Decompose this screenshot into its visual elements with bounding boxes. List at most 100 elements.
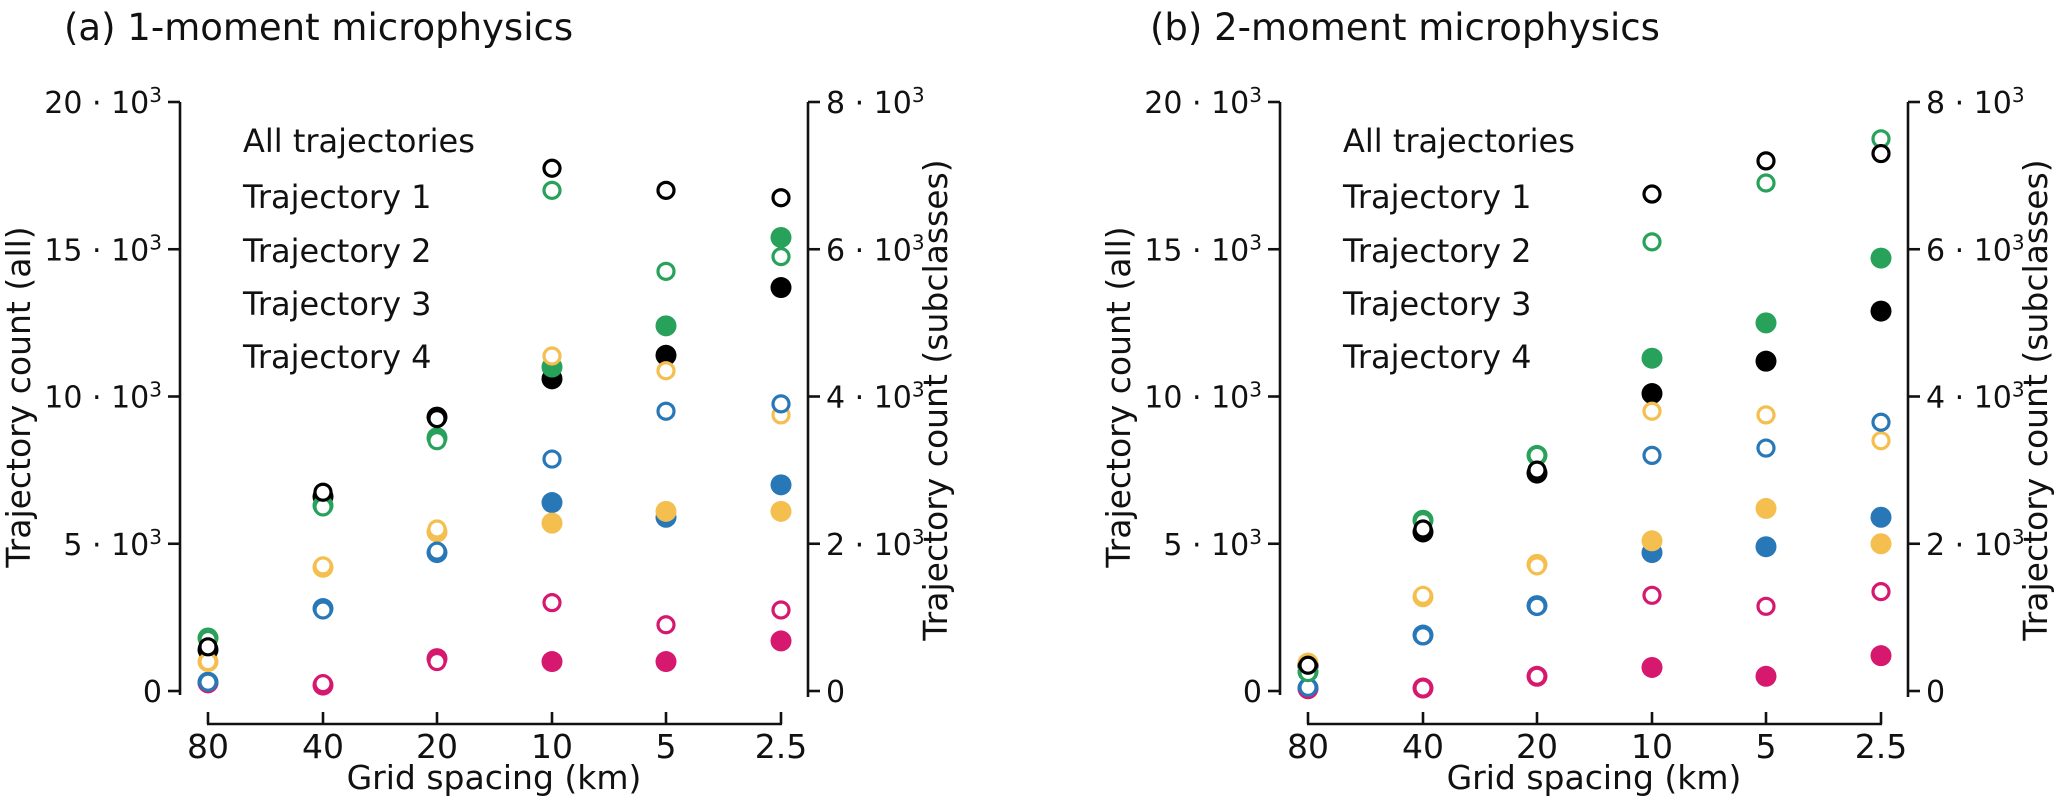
data-point-filled-t2 bbox=[655, 315, 677, 337]
y-axis-right-tick-label: 2 · 103 bbox=[1926, 525, 2025, 563]
data-point-open-t2 bbox=[656, 261, 676, 281]
data-point-filled-t3 bbox=[541, 512, 563, 534]
y-axis-right-tick-label: 6 · 103 bbox=[826, 230, 925, 268]
data-point-open-t4 bbox=[1642, 585, 1662, 605]
data-point-open-t4 bbox=[1871, 582, 1891, 602]
legend-item-all: All trajectories bbox=[243, 122, 475, 160]
data-point-open-all bbox=[1756, 151, 1776, 171]
panel-a-plot-area: 0 5 · 103 10 · 103 15 · 103 20 · 103 0 2 · 103… bbox=[44, 83, 924, 766]
y-axis-left-tick-label: 5 · 103 bbox=[1163, 525, 1262, 563]
legend-item-trajectory-1: Trajectory 1 bbox=[1342, 178, 1532, 216]
data-point-open-t4 bbox=[427, 651, 447, 672]
data-point-open-all bbox=[198, 637, 218, 657]
data-point-filled-t4 bbox=[1870, 645, 1892, 667]
data-point-filled-t3 bbox=[770, 500, 792, 522]
data-point-filled-t4 bbox=[655, 651, 677, 673]
data-point-filled-t1 bbox=[770, 474, 792, 496]
legend-item-trajectory-2: Trajectory 2 bbox=[242, 232, 432, 270]
data-point-open-all bbox=[1298, 655, 1318, 675]
x-axis-tick-label: 10 bbox=[1631, 727, 1673, 766]
legend-item-all: All trajectories bbox=[1343, 122, 1575, 160]
data-point-open-t2 bbox=[542, 180, 562, 200]
data-point-open-t3 bbox=[427, 519, 447, 539]
legend-item-trajectory-1: Trajectory 1 bbox=[242, 178, 432, 216]
x-axis-tick-label: 5 bbox=[1756, 727, 1777, 766]
panel-b-legend: All trajectories Trajectory 1 Trajectory… bbox=[1342, 122, 1575, 376]
data-point-open-all bbox=[1413, 519, 1433, 539]
panel-a-1-moment-chart: (a) 1-moment microphysics Grid spacing (… bbox=[0, 6, 955, 797]
data-point-open-t1 bbox=[656, 401, 676, 421]
data-point-open-t4 bbox=[542, 593, 562, 613]
data-point-filled-t4 bbox=[1755, 665, 1777, 687]
y-axis-left-tick-label: 0 bbox=[143, 675, 162, 710]
data-point-open-all bbox=[656, 180, 676, 200]
data-point-filled-all bbox=[770, 277, 792, 299]
data-point-open-t2 bbox=[427, 431, 447, 451]
data-point-filled-t1 bbox=[541, 492, 563, 514]
x-axis-tick-label: 20 bbox=[416, 727, 458, 766]
data-point-open-t1 bbox=[1527, 596, 1547, 616]
data-point-open-t4 bbox=[656, 615, 676, 635]
y-axis-right-tick-label: 6 · 103 bbox=[1926, 230, 2025, 268]
data-point-open-t3 bbox=[656, 361, 676, 381]
legend-item-trajectory-3: Trajectory 3 bbox=[242, 285, 432, 323]
panel-a-ylabel-right: Trajectory count (subclasses) bbox=[916, 159, 955, 641]
panel-b-xlabel: Grid spacing (km) bbox=[1447, 758, 1742, 797]
data-point-filled-all bbox=[655, 344, 677, 366]
y-axis-left-tick-label: 10 · 103 bbox=[44, 378, 162, 416]
data-point-open-t3 bbox=[1871, 431, 1891, 451]
data-point-open-t1 bbox=[427, 541, 447, 561]
panel-b-2-moment-chart: (b) 2-moment microphysics Grid spacing (… bbox=[1100, 6, 2055, 797]
panel-b-plot-area: 0 5 · 103 10 · 103 15 · 103 20 · 103 0 2 · 103… bbox=[1144, 83, 2024, 766]
data-point-open-t1 bbox=[1642, 445, 1662, 465]
x-axis-tick-label: 2.5 bbox=[755, 727, 807, 766]
panel-a-ylabel-left: Trajectory count (all) bbox=[0, 226, 38, 568]
data-point-open-t1 bbox=[1871, 412, 1891, 432]
y-axis-left-tick-label: 20 · 103 bbox=[1144, 83, 1262, 121]
x-axis-tick-label: 80 bbox=[187, 727, 229, 766]
y-axis-right-tick-label: 4 · 103 bbox=[1926, 378, 2025, 416]
data-point-open-all bbox=[771, 188, 791, 208]
data-point-filled-all bbox=[1755, 350, 1777, 372]
data-point-filled-t4 bbox=[770, 630, 792, 652]
x-axis-tick-label: 2.5 bbox=[1855, 727, 1907, 766]
x-axis-tick-label: 5 bbox=[656, 727, 677, 766]
panel-a-legend: All trajectories Trajectory 1 Trajectory… bbox=[242, 122, 475, 376]
data-point-open-t2 bbox=[1756, 173, 1776, 193]
panel-b-ylabel-right: Trajectory count (subclasses) bbox=[2016, 159, 2055, 641]
data-point-open-all bbox=[1642, 184, 1662, 204]
data-point-filled-t3 bbox=[1641, 530, 1663, 552]
y-axis-right-tick-label: 2 · 103 bbox=[826, 525, 925, 563]
x-axis-tick-label: 10 bbox=[531, 727, 573, 766]
y-axis-right-tick-label: 0 bbox=[1926, 675, 1945, 710]
x-axis-tick-label: 40 bbox=[302, 727, 344, 766]
data-point-filled-all bbox=[1641, 383, 1663, 405]
data-point-open-t2 bbox=[771, 247, 791, 267]
y-axis-left-tick-label: 20 · 103 bbox=[44, 83, 162, 121]
data-point-open-t1 bbox=[198, 672, 218, 692]
y-axis-left-tick-label: 10 · 103 bbox=[1144, 378, 1262, 416]
data-point-open-t2 bbox=[1642, 232, 1662, 252]
legend-item-trajectory-3: Trajectory 3 bbox=[1342, 285, 1532, 323]
data-point-open-t4 bbox=[1756, 596, 1776, 616]
legend-item-trajectory-2: Trajectory 2 bbox=[1342, 232, 1532, 270]
data-point-open-t3 bbox=[1642, 401, 1662, 421]
y-axis-right-tick-label: 8 · 103 bbox=[826, 83, 925, 121]
data-point-filled-t2 bbox=[1870, 247, 1892, 269]
data-point-filled-t2 bbox=[770, 226, 792, 248]
data-point-filled-t2 bbox=[1755, 312, 1777, 334]
data-point-filled-t3 bbox=[1755, 497, 1777, 519]
data-point-open-all bbox=[427, 408, 447, 429]
x-axis-tick-label: 20 bbox=[1516, 727, 1558, 766]
data-point-open-t1 bbox=[1413, 626, 1433, 646]
data-point-open-all bbox=[1871, 143, 1891, 164]
data-point-filled-all bbox=[1870, 300, 1892, 322]
data-point-open-t3 bbox=[1413, 585, 1433, 605]
panel-a-title: (a) 1-moment microphysics bbox=[64, 6, 573, 49]
data-point-filled-t2 bbox=[1641, 347, 1663, 369]
y-axis-right-tick-label: 4 · 103 bbox=[826, 378, 925, 416]
data-point-open-all bbox=[1527, 460, 1547, 480]
y-axis-left-tick-label: 15 · 103 bbox=[1144, 230, 1262, 268]
data-point-open-t3 bbox=[313, 556, 333, 576]
